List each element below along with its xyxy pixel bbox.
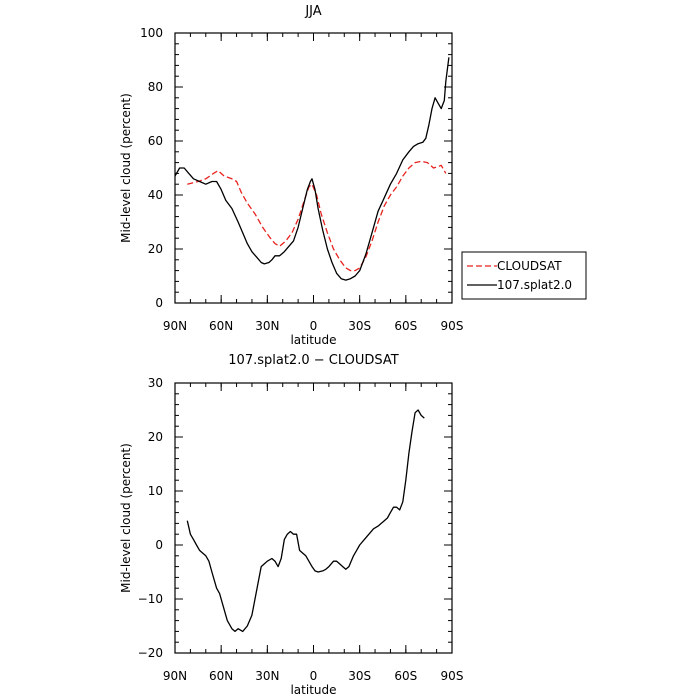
x-tick-label: 60S xyxy=(394,319,417,333)
plot-frame xyxy=(174,382,453,654)
chart-panel-1: JJA 90N 60N 30N 0 30S 60S 90S 0 20 40 60 80 100 latitu… xyxy=(119,4,587,347)
x-tick-label: 0 xyxy=(310,319,318,333)
legend-box xyxy=(461,251,587,300)
y-tick-label: 20 xyxy=(148,430,163,444)
y-tick-label: 80 xyxy=(148,80,163,94)
chart-title: JJA xyxy=(304,4,321,19)
x-tick-label: 30S xyxy=(348,669,371,683)
x-tick-label: 90S xyxy=(441,669,464,683)
plot-frame xyxy=(174,32,453,304)
x-tick-label: 30N xyxy=(255,669,279,683)
chart-panel-2: 107.splat2.0 − CLOUDSAT 90N 60N 30N 0 30S 60S 9… xyxy=(119,353,463,697)
y-tick-label: 60 xyxy=(148,134,163,148)
series-line-1 xyxy=(187,160,447,272)
y-tick-label: 20 xyxy=(148,242,163,256)
y-tick-label: 0 xyxy=(155,296,163,310)
y-tick-label: 100 xyxy=(140,26,163,40)
y-tick-label: −20 xyxy=(138,646,163,660)
y-tick-label: 10 xyxy=(148,484,163,498)
legend-label-1: CLOUDSAT xyxy=(497,259,562,273)
y-axis-label: Mid-level cloud (percent) xyxy=(119,93,133,243)
legend: CLOUDSAT 107.splat2.0 xyxy=(461,251,587,300)
x-tick-label: 0 xyxy=(310,669,318,683)
y-tick-label: 0 xyxy=(155,538,163,552)
y-tick-label: 30 xyxy=(148,376,163,390)
x-tick-label: 30S xyxy=(348,319,371,333)
x-tick-label: 90N xyxy=(163,669,187,683)
chart-title: 107.splat2.0 − CLOUDSAT xyxy=(228,353,398,368)
x-tick-label: 90N xyxy=(163,319,187,333)
x-axis-label: latitude xyxy=(290,683,336,697)
x-tick-label: 60N xyxy=(209,319,233,333)
x-tick-label: 30N xyxy=(255,319,279,333)
y-axis-label: Mid-level cloud (percent) xyxy=(119,443,133,593)
x-tick-label: 60N xyxy=(209,669,233,683)
x-axis-label: latitude xyxy=(290,333,336,347)
y-tick-label: −10 xyxy=(138,592,163,606)
series-line-2 xyxy=(174,57,450,281)
x-tick-label: 90S xyxy=(441,319,464,333)
series-line-1 xyxy=(186,409,425,633)
legend-label-2: 107.splat2.0 xyxy=(497,278,572,292)
x-tick-label: 60S xyxy=(394,669,417,683)
y-tick-label: 40 xyxy=(148,188,163,202)
